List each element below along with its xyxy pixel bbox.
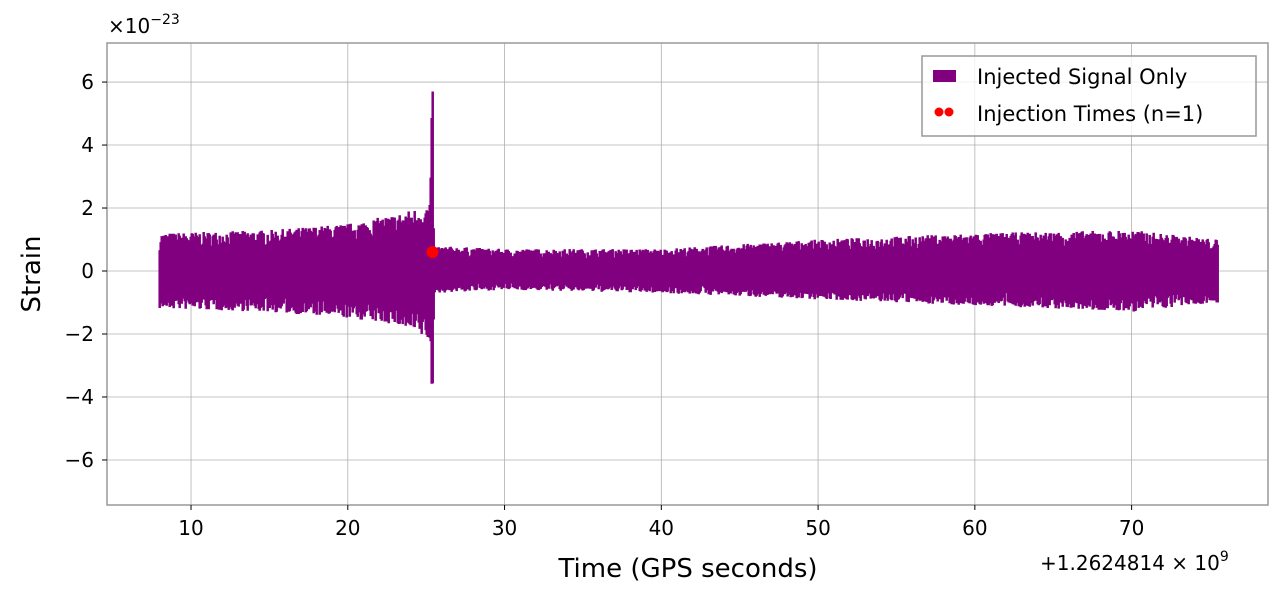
- y-tick-label: 6: [81, 70, 94, 94]
- injection-time-point: [426, 246, 439, 259]
- x-tick-label: 30: [492, 516, 517, 540]
- y-tick-label: −6: [65, 448, 94, 472]
- legend-marker-injection-1: [934, 107, 944, 117]
- x-tick-label: 10: [178, 516, 203, 540]
- y-tick-label: 2: [81, 196, 94, 220]
- x-ticks: 10 20 30 40 50 60 70: [178, 505, 1144, 540]
- plot-frame: [106, 42, 1269, 506]
- x-tick-label: 50: [805, 516, 830, 540]
- legend-label-injection: Injection Times (n=1): [977, 102, 1203, 126]
- x-tick-label: 40: [649, 516, 674, 540]
- legend-frame: [921, 55, 1257, 137]
- plot-marks: [158, 91, 1219, 384]
- x-tick-label: 70: [1119, 516, 1144, 540]
- x-tick-label: 60: [962, 516, 987, 540]
- injected-signal-trace: [158, 91, 1219, 384]
- x-axis-label: Time (GPS seconds): [557, 554, 817, 584]
- y-tick-label: 0: [81, 259, 94, 283]
- y-axis-label: Strain: [17, 235, 47, 312]
- legend-label-signal: Injected Signal Only: [977, 65, 1187, 89]
- y-tick-label: −4: [65, 385, 94, 409]
- y-scale-label: ×10−23: [108, 12, 180, 38]
- x-offset-label: +1.2624814 × 109: [1040, 549, 1229, 575]
- y-tick-label: −2: [65, 322, 94, 346]
- x-tick-label: 20: [335, 516, 360, 540]
- legend-swatch-signal: [933, 70, 956, 82]
- y-ticks: −6 −4 −2 0 2 4 6: [65, 70, 107, 472]
- legend: Injected Signal Only Injection Times (n=…: [921, 55, 1257, 137]
- y-tick-label: 4: [81, 133, 94, 157]
- legend-marker-injection-2: [944, 107, 954, 117]
